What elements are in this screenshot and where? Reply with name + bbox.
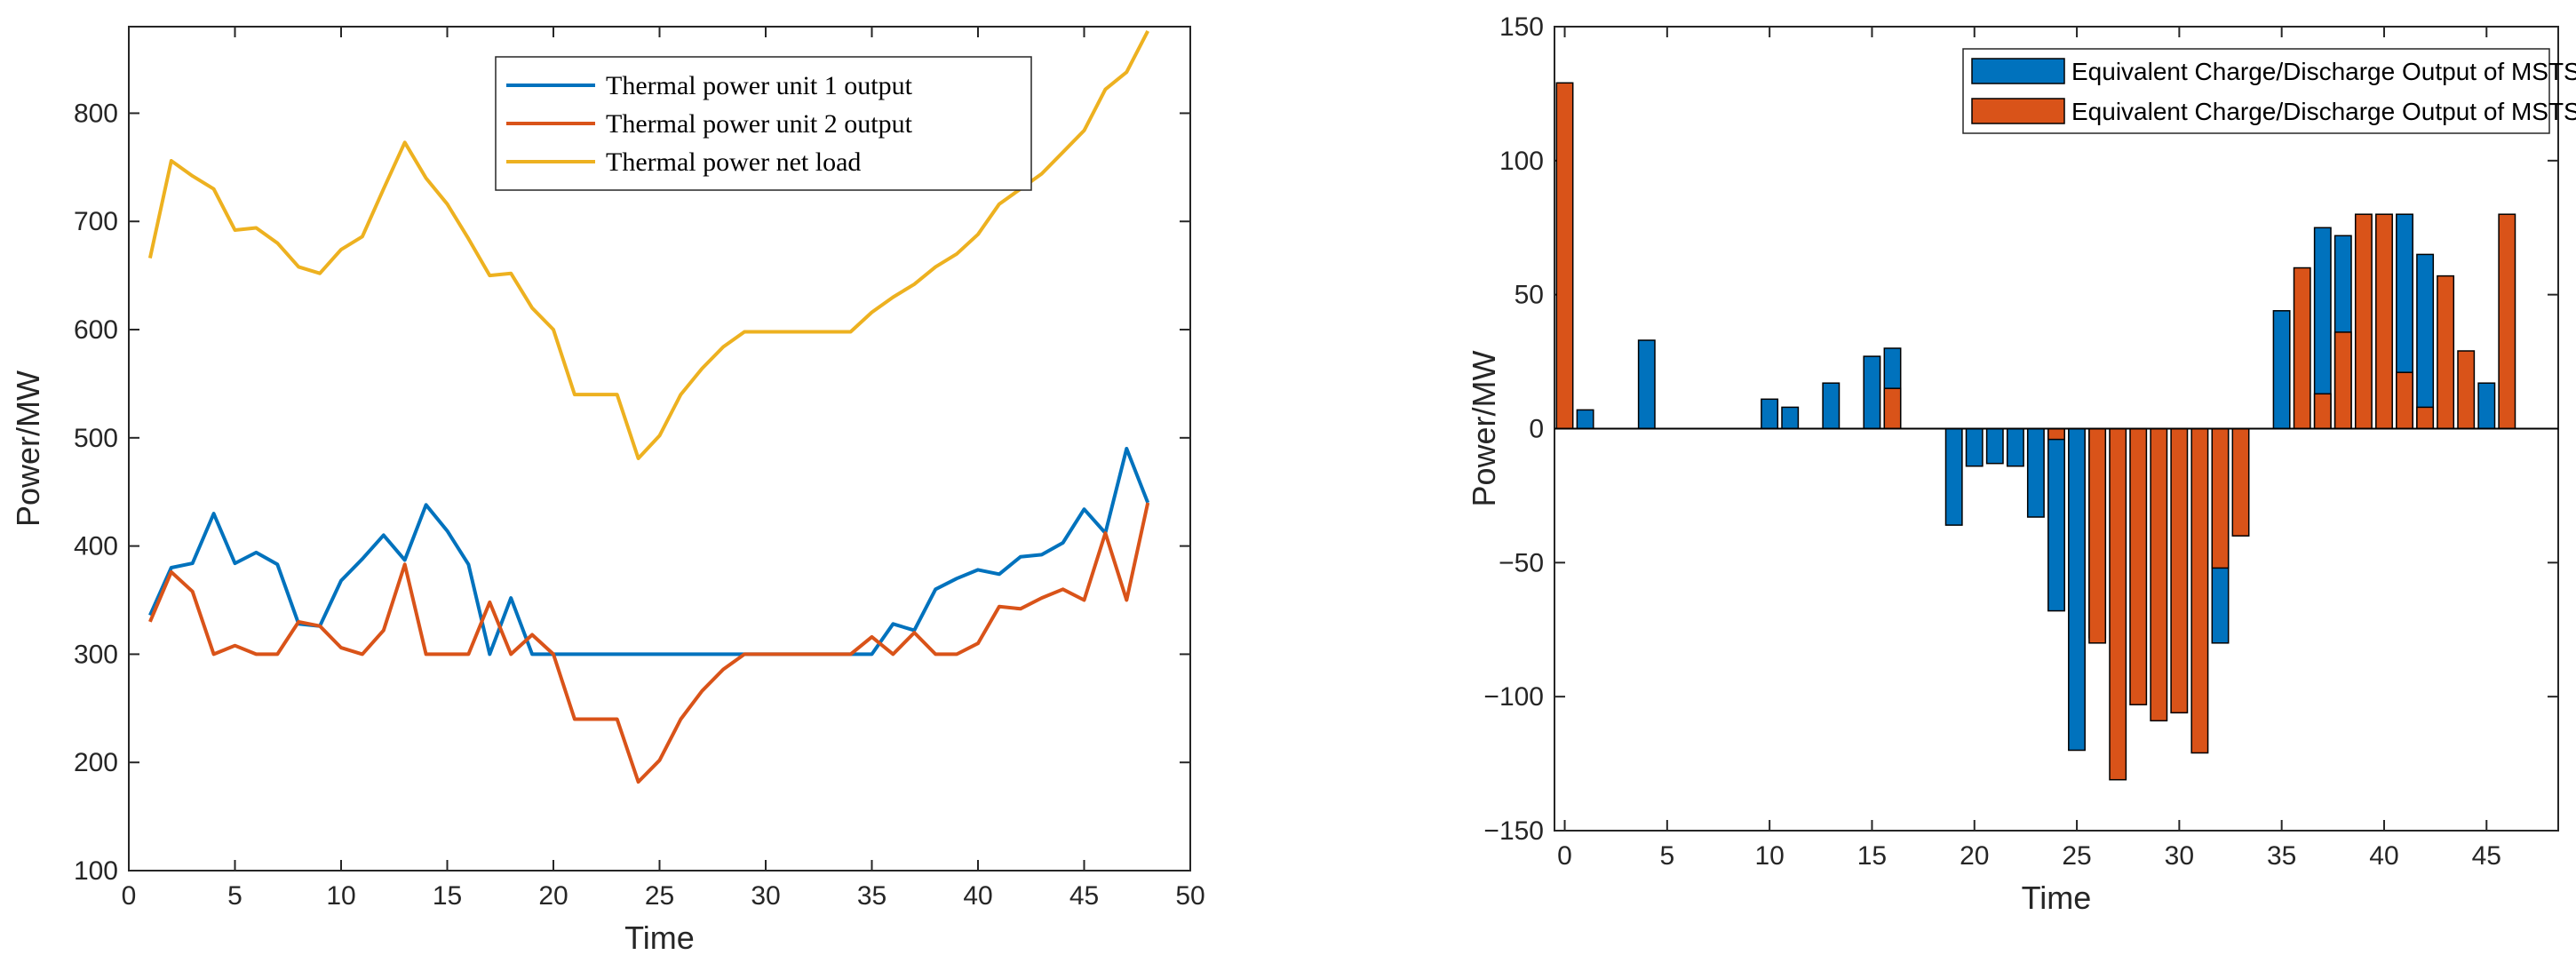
msts2-bar <box>2437 275 2455 430</box>
legend-label-unit1: Thermal power unit 1 output <box>606 71 913 100</box>
unit2-output-line <box>148 502 1150 784</box>
bar-x-tick-label: 15 <box>1857 841 1887 871</box>
bar-x-tick-label: 30 <box>2165 841 2194 871</box>
msts2-bar <box>2150 427 2168 722</box>
legend-label-msts1: Equivalent Charge/Discharge Output of MS… <box>2071 58 2576 85</box>
bar-y-tick-label: 0 <box>1529 415 1544 444</box>
msts1-bar <box>2006 427 2024 467</box>
bar-y-ticks: −150 −100 −50 0 50 100 150 <box>1483 12 2558 846</box>
msts1-bar <box>2272 310 2291 430</box>
msts2-bar <box>2498 213 2516 430</box>
legend-label-unit2: Thermal power unit 2 output <box>606 109 913 139</box>
line-y-tick-label: 600 <box>74 315 118 345</box>
bar-y-tick-label: −100 <box>1483 682 1544 712</box>
line-y-tick-label: 400 <box>74 532 118 561</box>
line-x-tick-label: 35 <box>857 881 886 911</box>
bar-x-axis-label: Time <box>2022 880 2092 916</box>
legend-label-msts2: Equivalent Charge/Discharge Output of MS… <box>2071 98 2576 125</box>
msts2-bar <box>2190 427 2209 754</box>
msts1-bar <box>2416 253 2435 430</box>
line-y-tick-label: 200 <box>74 748 118 777</box>
bar-x-tick-label: 0 <box>1557 841 1572 871</box>
msts2-bar <box>2047 427 2065 441</box>
msts2-bar <box>2334 331 2352 430</box>
legend-label-net-load: Thermal power net load <box>606 147 861 177</box>
line-y-ticks: 100 200 300 400 500 600 700 800 <box>74 99 1190 886</box>
line-y-tick-label: 700 <box>74 207 118 236</box>
bar-x-tick-label: 45 <box>2472 841 2501 871</box>
msts1-bar <box>1985 427 2004 465</box>
msts1-bar <box>1944 427 1963 526</box>
msts1-bar <box>1822 382 1841 430</box>
msts2-bar <box>2109 427 2127 781</box>
msts2-bar <box>2211 427 2230 569</box>
bar-series-group <box>1555 82 2516 781</box>
net-load-line <box>147 29 1149 460</box>
bar-y-tick-label: 150 <box>1499 12 1544 42</box>
msts1-bar <box>1965 427 1984 467</box>
bar-y-tick-label: 100 <box>1499 147 1544 176</box>
bar-x-tick-label: 10 <box>1754 841 1784 871</box>
msts2-bar <box>1883 387 1902 430</box>
msts2-bar <box>2231 427 2250 537</box>
msts1-bar <box>2477 382 2496 430</box>
bar-y-tick-label: −50 <box>1499 548 1544 577</box>
msts2-bar <box>2313 393 2332 430</box>
line-x-tick-label: 0 <box>122 881 137 911</box>
line-x-axis-label: Time <box>624 919 695 956</box>
line-x-tick-label: 50 <box>1175 881 1205 911</box>
line-x-tick-label: 25 <box>645 881 674 911</box>
line-x-tick-label: 5 <box>227 881 242 911</box>
line-x-tick-label: 40 <box>963 881 992 911</box>
bar-x-tick-label: 40 <box>2369 841 2398 871</box>
line-x-tick-label: 20 <box>538 881 568 911</box>
msts1-bar <box>1637 339 1656 430</box>
line-legend: Thermal power unit 1 output Thermal powe… <box>495 56 1032 191</box>
bar-x-ticks: 0 5 10 15 20 25 30 35 40 45 <box>1557 27 2501 871</box>
thermal-power-line-chart: 100 200 300 400 500 600 700 800 0 5 10 15 20 25 30 35 4… <box>10 26 1205 956</box>
msts2-bar <box>2416 406 2435 430</box>
bar-y-tick-label: 50 <box>1515 281 1544 310</box>
line-x-tick-label: 30 <box>751 881 780 911</box>
msts2-bar <box>2354 213 2373 430</box>
legend-swatch-msts2 <box>1971 98 2065 124</box>
bar-x-tick-label: 35 <box>2267 841 2296 871</box>
line-x-tick-label: 15 <box>433 881 462 911</box>
bar-x-tick-label: 25 <box>2062 841 2091 871</box>
msts1-bar <box>1863 355 1881 430</box>
msts1-bar <box>2068 427 2086 752</box>
msts2-bar <box>2293 267 2311 430</box>
legend-swatch-msts1 <box>1971 58 2065 84</box>
line-chart-svg: 100 200 300 400 500 600 700 800 0 5 10 15 20 25 30 35 4… <box>10 26 1205 956</box>
msts1-bar <box>1761 398 1779 430</box>
bar-x-tick-label: 20 <box>1960 841 1989 871</box>
line-y-tick-label: 300 <box>74 640 118 669</box>
line-series-group <box>147 29 1150 784</box>
msts1-bar <box>2047 427 2065 612</box>
line-x-tick-label: 10 <box>326 881 355 911</box>
msts2-bar <box>2129 427 2148 705</box>
msts2-bar <box>2457 350 2476 430</box>
line-y-tick-label: 500 <box>74 424 118 453</box>
bar-x-tick-label: 5 <box>1659 841 1674 871</box>
line-y-tick-label: 100 <box>74 856 118 886</box>
msts2-bar <box>2170 427 2189 714</box>
line-x-tick-label: 45 <box>1069 881 1099 911</box>
msts1-bar <box>2026 427 2045 518</box>
msts2-bar <box>2396 371 2413 430</box>
msts1-bar <box>1576 409 1594 430</box>
line-y-axis-label: Power/MW <box>10 370 46 527</box>
msts1-bar <box>1781 406 1800 430</box>
bar-y-tick-label: −150 <box>1483 816 1544 846</box>
msts-bar-chart: −150 −100 −50 0 50 100 150 0 5 10 15 20 25 30 35 40 45 … <box>1288 0 2576 979</box>
msts2-bar <box>2375 213 2393 430</box>
line-y-tick-label: 800 <box>74 99 118 128</box>
line-x-ticks: 0 5 10 15 20 25 30 35 40 45 50 <box>122 27 1205 911</box>
bar-y-axis-label: Power/MW <box>1466 350 1502 506</box>
msts2-bar <box>2088 427 2107 644</box>
bar-legend: Equivalent Charge/Discharge Output of MS… <box>1962 48 2576 134</box>
msts2-bar <box>1555 82 1574 430</box>
